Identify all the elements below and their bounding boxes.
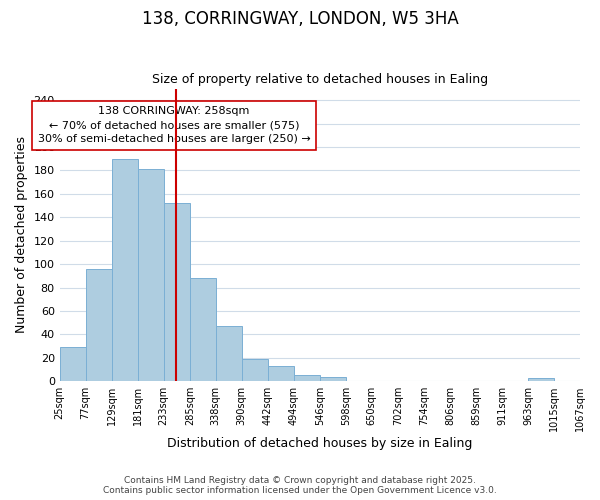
Bar [86,269,112,381]
Bar [112,159,138,381]
Bar [320,376,346,381]
Text: 138, CORRINGWAY, LONDON, W5 3HA: 138, CORRINGWAY, LONDON, W5 3HA [142,10,458,28]
Text: 138 CORRINGWAY: 258sqm
← 70% of detached houses are smaller (575)
30% of semi-de: 138 CORRINGWAY: 258sqm ← 70% of detached… [38,106,311,144]
Bar [216,326,242,381]
Text: Contains HM Land Registry data © Crown copyright and database right 2025.
Contai: Contains HM Land Registry data © Crown c… [103,476,497,495]
Bar [268,366,294,381]
Bar [242,359,268,381]
Y-axis label: Number of detached properties: Number of detached properties [15,136,28,334]
Title: Size of property relative to detached houses in Ealing: Size of property relative to detached ho… [152,73,488,86]
Bar [164,204,190,381]
Bar [528,378,554,381]
Bar [190,278,216,381]
Bar [59,348,86,381]
X-axis label: Distribution of detached houses by size in Ealing: Distribution of detached houses by size … [167,437,473,450]
Bar [294,376,320,381]
Bar [138,170,164,381]
